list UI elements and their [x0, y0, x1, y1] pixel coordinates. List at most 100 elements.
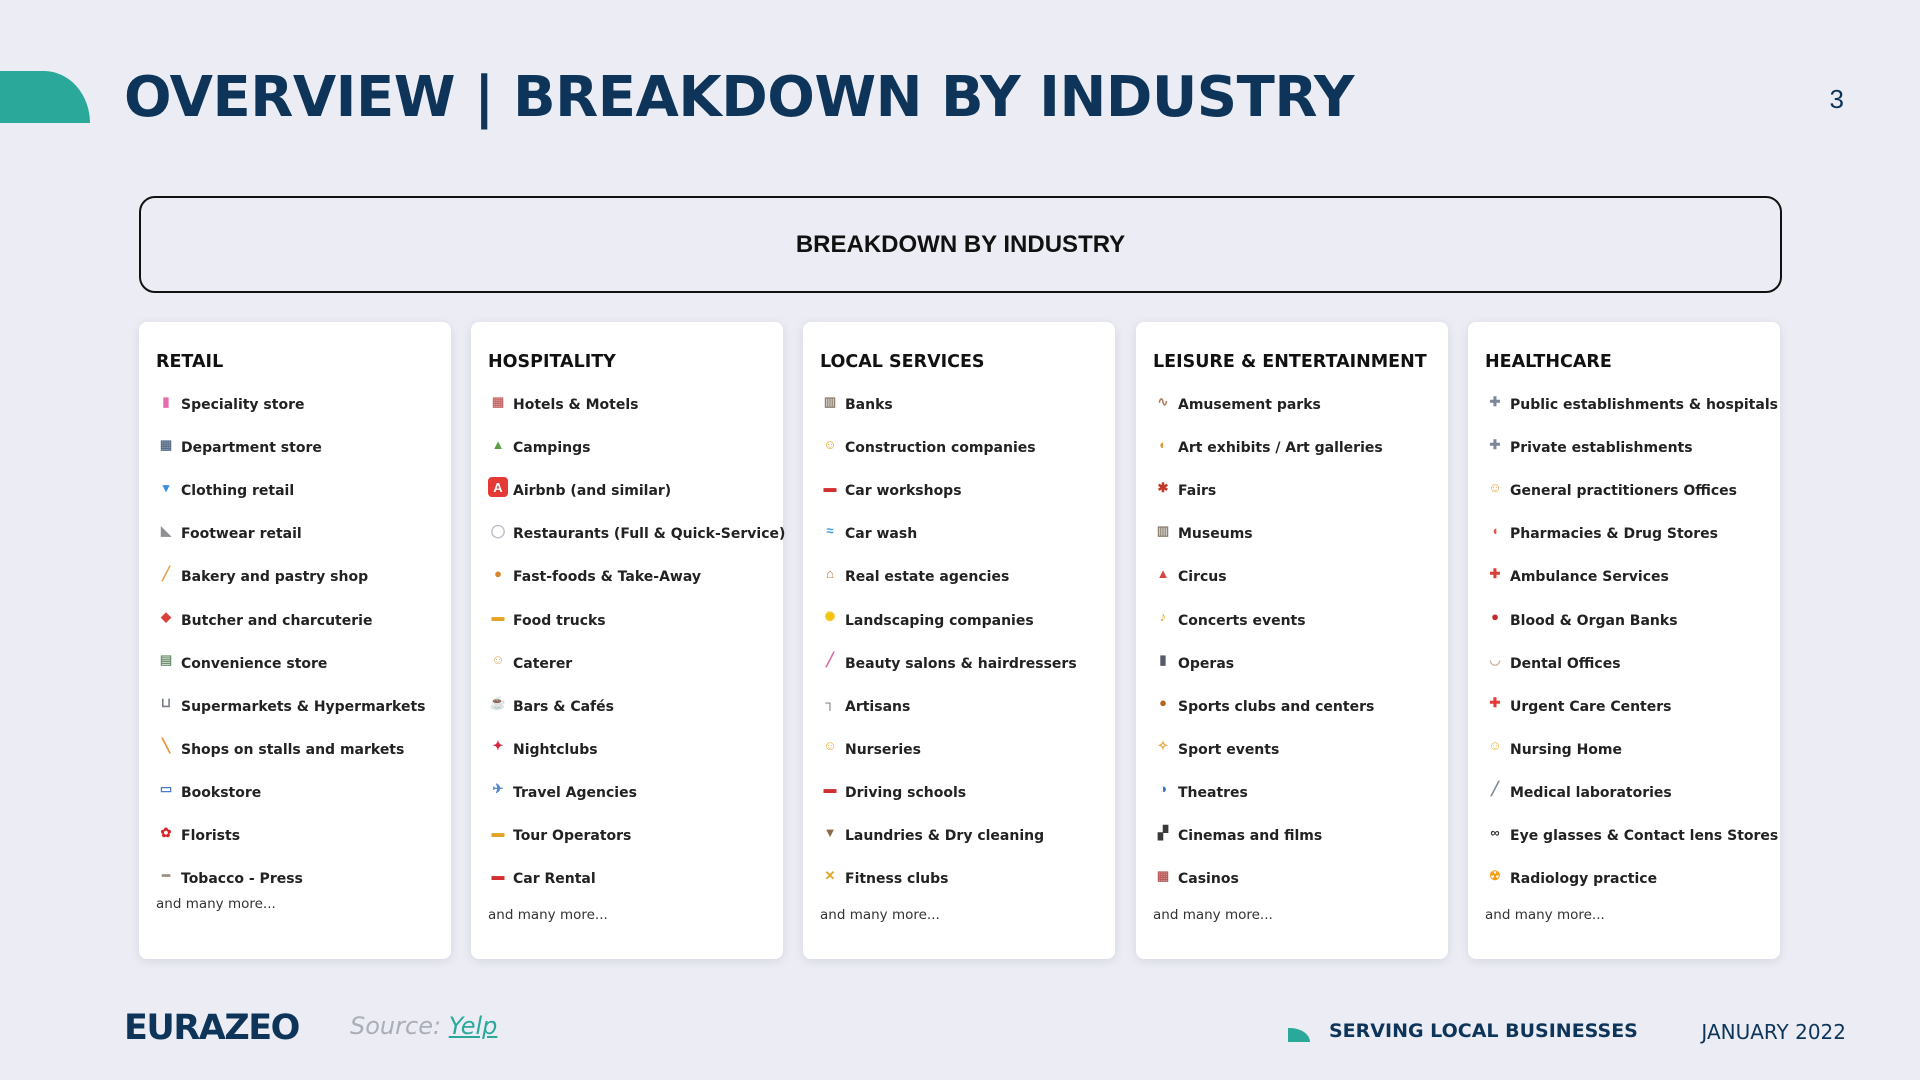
airplane-icon: ✈	[492, 781, 504, 797]
footer-tagline: SERVING LOCAL BUSINESSES	[1329, 1020, 1638, 1042]
eurazeo-logo: EURAZEO	[124, 1008, 300, 1048]
rugby-ball-icon: ●	[1159, 695, 1167, 711]
doctor-icon: ☺	[1488, 479, 1502, 495]
theater-masks-icon: ◑	[1159, 781, 1167, 797]
industry-item-label: Clothing retail	[181, 483, 295, 500]
source-link[interactable]: Yelp	[448, 1012, 498, 1040]
shopping-cart-icon: ⊔	[160, 695, 172, 711]
industry-title: LOCAL SERVICES	[820, 352, 985, 372]
industry-item-label: Operas	[1178, 655, 1235, 672]
rose-icon: ✿	[160, 824, 172, 840]
construction-worker-icon: ☺	[823, 436, 837, 452]
section-banner: BREAKDOWN BY INDUSTRY	[139, 196, 1782, 293]
industry-card: RETAIL ▮ Speciality store ▦ Department store…	[139, 322, 451, 959]
industry-title: HOSPITALITY	[488, 352, 616, 372]
industry-item-label: Cinemas and films	[1178, 828, 1323, 844]
radioactive-icon: ☢	[1489, 867, 1501, 883]
industry-item: ☺ Caterer	[488, 652, 780, 676]
industry-item: ● Blood & Organ Banks	[1485, 609, 1777, 633]
roller-coaster-icon: ∿	[1157, 393, 1169, 409]
bank-icon: ▥	[823, 393, 837, 409]
source-citation: Source: Yelp	[350, 1012, 497, 1040]
industry-item: ☺ Construction companies	[820, 436, 1112, 460]
industry-item-label: Eye glasses & Contact lens Stores	[1510, 828, 1779, 844]
banner-title: BREAKDOWN BY INDUSTRY	[795, 230, 1126, 258]
page-title: OVERVIEW | BREAKDOWN BY INDUSTRY	[124, 65, 1354, 130]
industry-item-label: Nightclubs	[513, 741, 598, 758]
industry-item-label: Pharmacies & Drug Stores	[1510, 526, 1719, 543]
industry-item-label: Landscaping companies	[845, 612, 1034, 629]
bus-icon: ▬	[491, 824, 505, 840]
meat-icon: ◆	[161, 609, 171, 624]
industry-item-label: Caterer	[513, 655, 573, 672]
industry-item: ▮ Operas	[1153, 652, 1445, 676]
industry-item-label: Casinos	[1178, 871, 1239, 888]
industry-item: ▼ Laundries & Dry cleaning	[820, 824, 1112, 848]
coffee-cup-icon: ☕	[489, 695, 507, 711]
industry-item-label: Speciality store	[181, 397, 305, 413]
industry-item: ━ Tobacco - Press	[156, 867, 448, 891]
industry-item-label: Airbnb (and similar)	[513, 483, 672, 500]
industry-item: ▬ Food trucks	[488, 609, 780, 633]
industry-item-label: Artisans	[845, 698, 911, 715]
nail-polish-icon: ╱	[826, 652, 834, 668]
cook-icon: ☺	[491, 652, 505, 668]
industry-item-label: Car workshops	[845, 483, 962, 500]
industry-item: ∞ Eye glasses & Contact lens Stores	[1485, 824, 1779, 848]
industry-item-label: Dental Offices	[1510, 655, 1621, 672]
industry-item-label: Radiology practice	[1510, 871, 1658, 888]
glasses-icon: ∞	[1490, 824, 1500, 840]
ferris-wheel-icon: ✱	[1157, 479, 1169, 495]
industry-item: ● Fast-foods & Take-Away	[488, 565, 780, 589]
industry-item-label: Hotels & Motels	[513, 397, 639, 413]
industry-item: ✚ Public establishments & hospitals	[1485, 393, 1778, 417]
industry-item-label: Butcher and charcuterie	[181, 612, 373, 629]
industry-item: ☕ Bars & Cafés	[488, 695, 780, 719]
industry-item: ▬ Car workshops	[820, 479, 1112, 503]
industry-item: ◖ Pharmacies & Drug Stores	[1485, 522, 1777, 546]
weightlifter-icon: ✕	[824, 867, 836, 883]
industry-item-label: Fairs	[1178, 483, 1217, 500]
industry-item: ☺ Nursing Home	[1485, 738, 1777, 762]
industry-item: ▥ Banks	[820, 393, 1112, 417]
industry-item: ✦ Nightclubs	[488, 738, 780, 762]
industry-item: ╱ Medical laboratories	[1485, 781, 1777, 805]
industry-item-label: Footwear retail	[181, 526, 302, 543]
industry-item: ≈ Car wash	[820, 522, 1112, 546]
industry-item: ╱ Beauty salons & hairdressers	[820, 652, 1112, 676]
accent-tab	[0, 71, 90, 123]
industry-item-label: Real estate agencies	[845, 569, 1010, 586]
and-many-more-note: and many more...	[488, 907, 608, 923]
industry-item-label: Supermarkets & Hypermarkets	[181, 698, 426, 715]
industry-item: ✚ Private establishments	[1485, 436, 1777, 460]
industry-item: ◯ Restaurants (Full & Quick-Service)	[488, 522, 786, 546]
museum-icon: ▥	[1156, 522, 1170, 538]
industry-item-label: Laundries & Dry cleaning	[845, 828, 1045, 844]
car-icon: ▬	[823, 479, 837, 495]
industry-item-label: Sport events	[1178, 741, 1280, 758]
shopping-bags-icon: ▮	[162, 393, 170, 409]
industry-item: ▞ Cinemas and films	[1153, 824, 1445, 848]
footer-accent-icon	[1288, 1028, 1310, 1042]
industry-item-label: Tobacco - Press	[181, 871, 303, 888]
carrot-icon: ╲	[162, 738, 170, 754]
cigarette-icon: ━	[162, 867, 170, 883]
house-icon: ⌂	[826, 565, 834, 581]
industry-item-label: Ambulance Services	[1510, 569, 1669, 586]
industry-card: HEALTHCARE ✚ Public establishments & hospi…	[1468, 322, 1780, 959]
convenience-store-icon: ▤	[159, 652, 173, 668]
footer-date: JANUARY 2022	[1701, 1020, 1846, 1044]
industry-item-label: Travel Agencies	[513, 784, 637, 801]
industry-item: ▦ Casinos	[1153, 867, 1445, 891]
sunflower-icon: ✺	[824, 609, 836, 624]
ambulance-icon: ✚	[1489, 565, 1501, 581]
industry-item: ✕ Fitness clubs	[820, 867, 1112, 891]
industry-item: ♪ Concerts events	[1153, 609, 1445, 633]
and-many-more-note: and many more...	[820, 907, 940, 923]
microphone-icon: ▮	[1159, 652, 1167, 668]
racing-car-icon: ▬	[823, 781, 837, 797]
open-book-icon: ▭	[159, 781, 173, 797]
industry-item-label: Florists	[181, 828, 241, 844]
syringe-icon: ╱	[1491, 781, 1499, 797]
industry-item: ╲ Shops on stalls and markets	[156, 738, 448, 762]
